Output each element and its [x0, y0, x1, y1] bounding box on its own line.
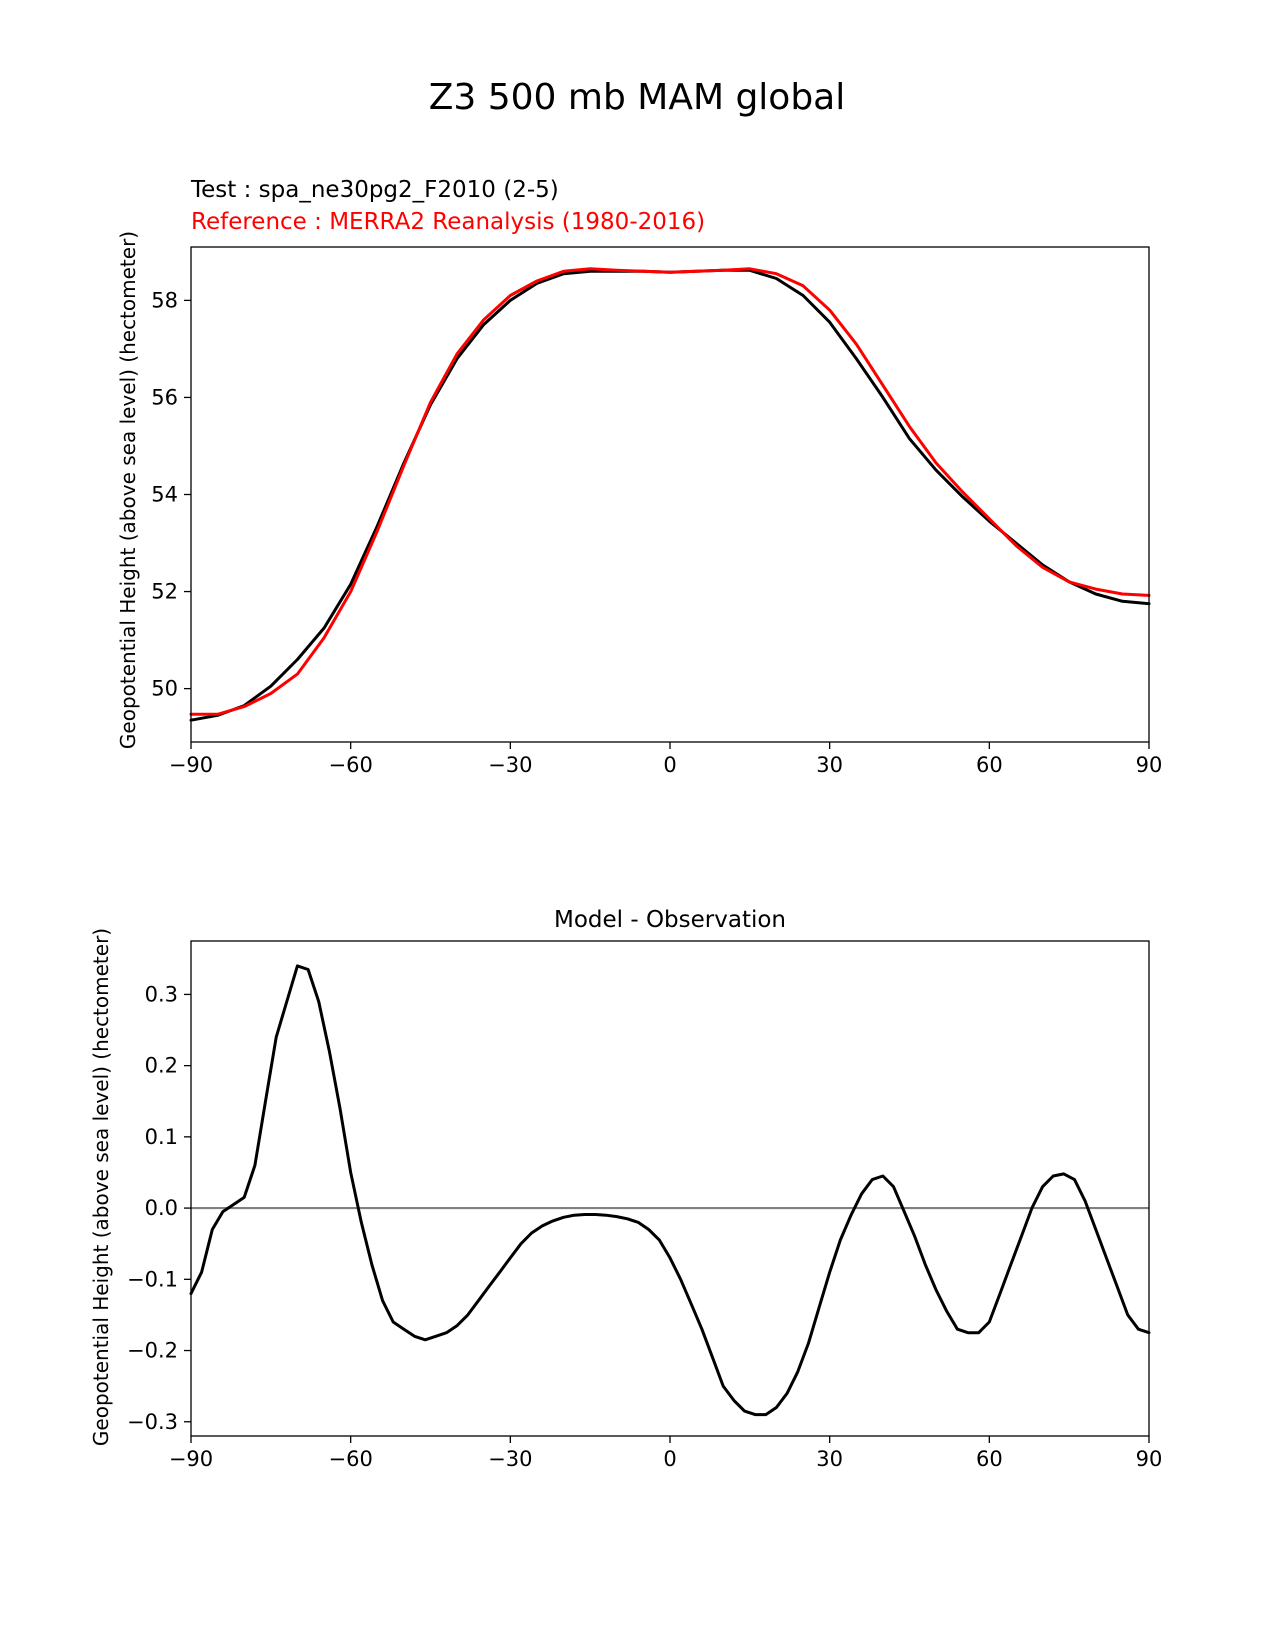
top-series-line-reference	[189, 267, 1151, 716]
top-y-axis-label: Geopotential Height (above sea level) (h…	[116, 231, 140, 749]
top-y-tick-label: 50	[151, 677, 178, 701]
bottom-y-tick-label: 0.1	[145, 1125, 178, 1149]
top-plot-frame	[190, 246, 1150, 743]
bottom-y-tick-label: −0.1	[127, 1267, 178, 1291]
bottom-x-tick-label: −60	[329, 1447, 373, 1471]
top-y-tick-label: 56	[151, 385, 178, 409]
top-y-tick-label: 58	[151, 288, 178, 312]
bottom-title: Model - Observation	[554, 907, 786, 933]
bottom-y-tick-label: −0.2	[127, 1339, 178, 1363]
reference-label: Reference : MERRA2 Reanalysis (1980-2016…	[191, 209, 705, 235]
top-series-line-test	[189, 268, 1151, 722]
bottom-series-lines	[189, 964, 1151, 1417]
bottom-y-tick-label: 0.2	[145, 1054, 178, 1078]
test-label: Test : spa_ne30pg2_F2010 (2-5)	[190, 177, 559, 203]
top-x-tick-label: 30	[816, 753, 843, 777]
bottom-x-tick-label: 30	[816, 1447, 843, 1471]
bottom-x-tick-label: −90	[169, 1447, 213, 1471]
top-x-tick-label: 0	[663, 753, 676, 777]
top-axis-ticks: −90 −60 −30 0 30 60 90 50 52 54 56 58	[151, 288, 1162, 777]
top-x-tick-label: 90	[1136, 753, 1163, 777]
bottom-x-tick-label: −30	[488, 1447, 532, 1471]
bottom-x-tick-label: 60	[976, 1447, 1003, 1471]
top-x-tick-label: −90	[169, 753, 213, 777]
bottom-axis-ticks: −90 −60 −30 0 30 60 90 −0.3 −0.2 −0.1 0.0 0.1 0.2 0.3	[127, 982, 1162, 1471]
bottom-x-tick-label: 0	[663, 1447, 676, 1471]
bottom-y-axis-label: Geopotential Height (above sea level) (h…	[89, 928, 113, 1446]
bottom-y-tick-label: 0.3	[145, 982, 178, 1006]
panel-bottom: Model - Observation Geopotential Height …	[89, 907, 1162, 1471]
top-y-tick-label: 54	[151, 483, 178, 507]
figure-title: Z3 500 mb MAM global	[429, 77, 846, 118]
bottom-plot-frame	[190, 940, 1150, 1437]
bottom-y-tick-label: −0.3	[127, 1410, 178, 1434]
top-x-tick-label: −60	[329, 753, 373, 777]
bottom-x-tick-label: 90	[1136, 1447, 1163, 1471]
bottom-series-line-diff	[189, 964, 1151, 1417]
top-x-tick-label: −30	[488, 753, 532, 777]
top-y-tick-label: 52	[151, 580, 178, 604]
bottom-y-tick-label: 0.0	[145, 1196, 178, 1220]
top-series-lines	[189, 267, 1151, 722]
top-x-tick-label: 60	[976, 753, 1003, 777]
panel-top: Test : spa_ne30pg2_F2010 (2-5) Reference…	[116, 177, 1162, 777]
